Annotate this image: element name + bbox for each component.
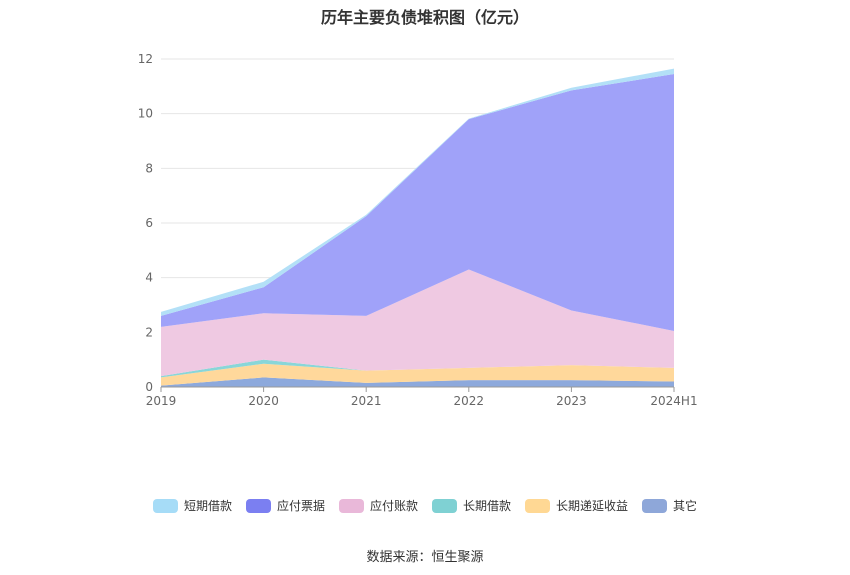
data-source: 数据来源：恒生聚源 bbox=[366, 550, 484, 565]
y-tick-label: 2 bbox=[145, 325, 153, 339]
chart-title: 历年主要负债堆积图（亿元） bbox=[320, 8, 529, 27]
y-axis: 0 2 4 6 8 10 12 bbox=[138, 52, 153, 394]
legend-swatch bbox=[338, 498, 364, 513]
area-2 bbox=[161, 363, 674, 386]
legend-swatch bbox=[245, 498, 271, 513]
x-axis: 2019 2020 2021 2022 2023 2024H1 bbox=[146, 386, 698, 408]
area-5 bbox=[161, 74, 674, 331]
legend: 短期借款 应付票据 应付账款 长期借款 长期递延收益 其它 bbox=[0, 497, 850, 514]
y-tick-label: 4 bbox=[145, 271, 153, 285]
legend-item[interactable]: 长期借款 bbox=[432, 497, 511, 514]
area-3 bbox=[161, 359, 674, 378]
legend-label: 应付账款 bbox=[369, 499, 418, 513]
legend-item[interactable]: 应付票据 bbox=[245, 497, 325, 514]
area-4 bbox=[161, 269, 674, 377]
y-tick-label: 10 bbox=[138, 107, 153, 121]
area-1 bbox=[161, 377, 674, 387]
legend-label: 其它 bbox=[673, 499, 698, 513]
area-series bbox=[161, 68, 674, 387]
legend-label: 应付票据 bbox=[276, 499, 325, 513]
x-tick-label: 2020 bbox=[248, 394, 279, 408]
y-tick-label: 8 bbox=[145, 161, 153, 175]
legend-item[interactable]: 其它 bbox=[642, 497, 697, 514]
legend-label: 短期借款 bbox=[183, 499, 232, 513]
y-tick-label: 12 bbox=[138, 52, 153, 66]
legend-swatch bbox=[152, 498, 178, 513]
x-tick-label: 2024H1 bbox=[650, 394, 697, 408]
x-tick-label: 2023 bbox=[556, 394, 587, 408]
legend-label: 长期借款 bbox=[463, 499, 512, 513]
y-tick-label: 0 bbox=[145, 380, 153, 394]
x-tick-label: 2021 bbox=[351, 394, 382, 408]
legend-swatch bbox=[642, 498, 668, 513]
x-tick-label: 2019 bbox=[146, 394, 177, 408]
legend-swatch bbox=[525, 498, 551, 513]
legend-item[interactable]: 短期借款 bbox=[152, 497, 232, 514]
legend-swatch bbox=[432, 498, 457, 513]
x-tick-label: 2022 bbox=[454, 394, 485, 408]
legend-item[interactable]: 长期递延收益 bbox=[525, 497, 628, 514]
legend-item[interactable]: 应付账款 bbox=[338, 497, 418, 514]
y-tick-label: 6 bbox=[145, 216, 153, 230]
legend-label: 长期递延收益 bbox=[556, 499, 629, 513]
